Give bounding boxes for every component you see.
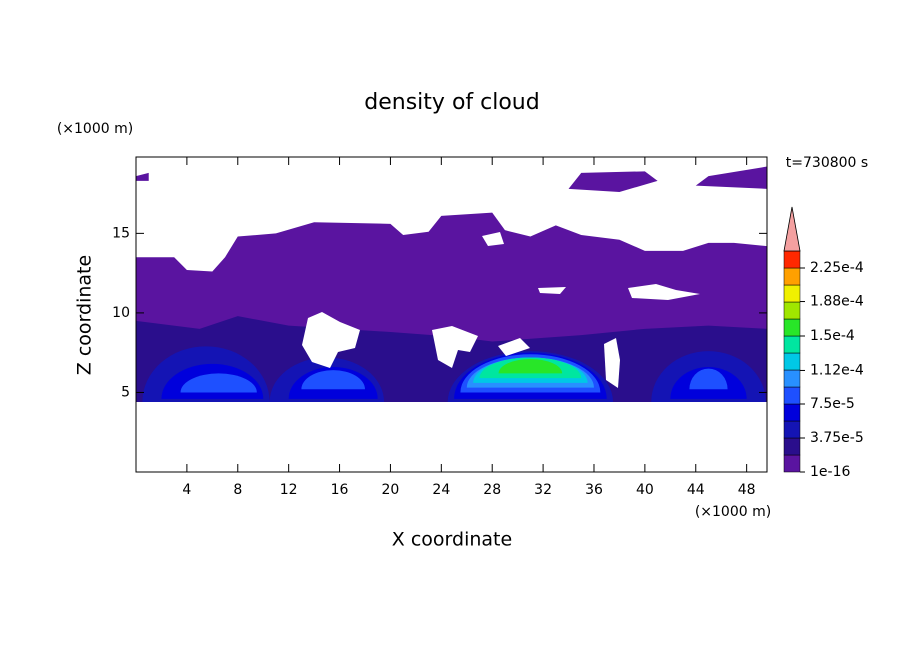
colorbar-band [783, 352, 801, 371]
gap [628, 284, 700, 300]
gap [482, 232, 504, 246]
gap [538, 287, 566, 294]
contour-region [689, 368, 728, 390]
time-label: t=730800 s [786, 155, 868, 171]
y-tick-label: 10 [112, 305, 130, 321]
colorbar-tick-label: 2.25e-4 [810, 260, 864, 276]
colorbar-band [783, 369, 801, 388]
contour-region [568, 171, 658, 192]
chart-title: density of cloud [364, 90, 539, 115]
colorbar-band [783, 301, 801, 320]
x-tick-label: 24 [432, 482, 450, 498]
colorbar-band [783, 267, 801, 286]
gap [302, 312, 360, 368]
colorbar-band [783, 250, 801, 269]
colorbar-band [783, 318, 801, 337]
colorbar-band [783, 335, 801, 354]
x-tick-label: 48 [738, 482, 756, 498]
colorbar-band [783, 403, 801, 422]
contour-region [301, 370, 365, 390]
colorbar-band [783, 454, 801, 473]
y-tick-label: 5 [121, 384, 130, 400]
clear-sky-gaps [302, 232, 700, 388]
x-tick-label: 32 [534, 482, 552, 498]
y-axis-label: Z coordinate [74, 255, 96, 375]
x-unit: (×1000 m) [695, 504, 771, 520]
contour-region [498, 359, 563, 374]
contour-region [180, 373, 257, 393]
x-tick-label: 40 [636, 482, 654, 498]
x-tick-label: 4 [182, 482, 191, 498]
colorbar-tick-label: 1.88e-4 [810, 294, 864, 310]
y-tick-label: 15 [112, 225, 130, 241]
x-tick-label: 28 [483, 482, 501, 498]
x-tick-label: 36 [585, 482, 603, 498]
y-unit: (×1000 m) [57, 121, 133, 137]
colorbar-tick-label: 1.5e-4 [810, 328, 855, 344]
contour-region [136, 172, 149, 181]
colorbar-band [783, 420, 801, 439]
x-axis-label: X coordinate [392, 529, 512, 551]
colorbar-tick-label: 1.12e-4 [810, 362, 864, 378]
x-tick-label: 44 [687, 482, 705, 498]
colorbar-tick-label: 1e-16 [810, 464, 850, 480]
x-tick-label: 20 [382, 482, 400, 498]
colorbar-band [783, 437, 801, 456]
colorbar-band [783, 386, 801, 405]
x-tick-label: 8 [233, 482, 242, 498]
colorbar-tick-label: 7.5e-5 [810, 396, 855, 412]
colorbar-extend [783, 206, 801, 252]
contour-region [695, 166, 767, 189]
x-tick-label: 16 [331, 482, 349, 498]
colorbar-band [783, 284, 801, 303]
x-tick-label: 12 [280, 482, 298, 498]
gap [432, 326, 478, 368]
plot-frame [135, 156, 768, 473]
gap [604, 338, 620, 388]
colorbar-tick-label: 3.75e-5 [810, 430, 864, 446]
gap [498, 338, 530, 356]
